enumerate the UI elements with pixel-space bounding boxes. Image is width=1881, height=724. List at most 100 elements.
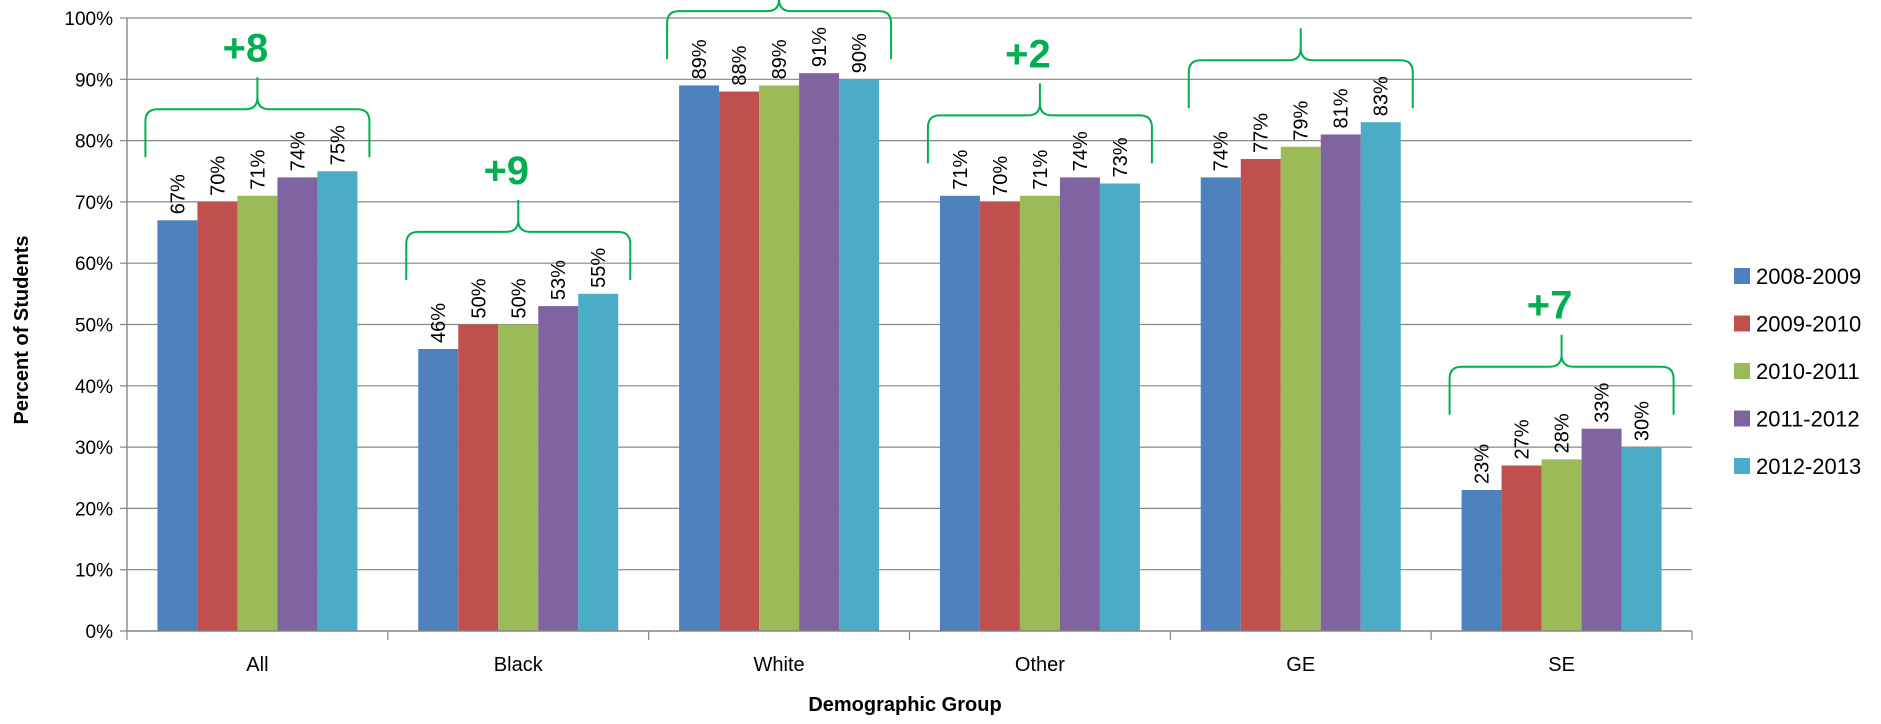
bars: [157, 73, 1662, 632]
data-label: 70%: [207, 156, 229, 196]
legend-label: 2010-2011: [1756, 359, 1860, 384]
legend-swatch: [1734, 268, 1750, 284]
legend-swatch: [1734, 363, 1750, 379]
bar: [317, 171, 358, 631]
bar: [839, 79, 880, 632]
bar: [799, 73, 840, 632]
data-label: 83%: [1371, 76, 1393, 116]
bar: [939, 195, 980, 631]
legend-swatch: [1734, 315, 1750, 332]
data-label: 23%: [1472, 444, 1494, 484]
x-tick-label: GE: [1286, 654, 1315, 676]
x-tick-label: SE: [1548, 654, 1575, 676]
y-tick-label: 100%: [64, 9, 113, 30]
x-tick-label: Black: [494, 654, 544, 676]
y-tick-label: 10%: [75, 561, 113, 582]
data-label: 74%: [1211, 131, 1233, 171]
bar: [1200, 177, 1241, 631]
change-label: +7: [1527, 284, 1573, 328]
data-label: 50%: [468, 278, 490, 318]
data-label: 79%: [1291, 100, 1313, 140]
data-label: 74%: [287, 131, 309, 171]
legend-label: 2009-2010: [1756, 312, 1861, 337]
x-tick-label: All: [246, 654, 268, 676]
bar: [1019, 195, 1060, 631]
data-labels: 67% 70% 71% 74% 75% 46% 50% 50% 53% 55% 89% 88% 89% 9…: [167, 27, 1653, 484]
data-label: 30%: [1632, 401, 1654, 441]
bar: [538, 306, 579, 631]
bar: [237, 195, 278, 631]
bar: [157, 220, 198, 632]
group-brace: [1187, 28, 1414, 109]
bar: [498, 324, 539, 631]
legend-label: 2012-2013: [1756, 454, 1861, 479]
bar: [1320, 134, 1361, 631]
bar: [1240, 158, 1281, 632]
x-tick-label: Other: [1015, 654, 1065, 676]
y-tick-label: 30%: [75, 438, 113, 459]
group-brace: [666, 0, 893, 60]
change-annotations: +8 +9 +2 +7: [144, 0, 1675, 415]
group-brace: [405, 199, 632, 280]
data-label: 90%: [849, 33, 871, 73]
data-label: 27%: [1512, 419, 1534, 459]
group-brace: [144, 77, 371, 158]
change-label: +9: [483, 149, 529, 193]
bar: [1059, 177, 1100, 631]
bar: [719, 91, 760, 631]
legend-swatch: [1734, 458, 1750, 474]
legend: 2008-2009 2009-2010 2010-2011 2011-2012 2012…: [1734, 264, 1861, 479]
x-axis-title: Demographic Group: [808, 694, 1001, 716]
y-tick-label: 70%: [75, 193, 113, 214]
bar: [277, 177, 318, 631]
group-brace: [1448, 334, 1675, 415]
data-label: 89%: [689, 39, 711, 79]
data-label: 28%: [1552, 413, 1574, 453]
legend-label: 2011-2012: [1756, 407, 1860, 432]
bar: [458, 324, 499, 631]
data-label: 67%: [167, 174, 189, 214]
data-label: 91%: [809, 27, 831, 67]
y-tick-label: 20%: [75, 499, 113, 520]
data-label: 81%: [1331, 88, 1353, 128]
bar: [1621, 447, 1662, 631]
y-tick-label: 0%: [86, 622, 114, 643]
data-label: 77%: [1251, 113, 1273, 153]
bar: [759, 85, 800, 632]
data-label: 71%: [1030, 150, 1052, 190]
y-tick-label: 40%: [75, 377, 113, 398]
bar: [1461, 490, 1502, 631]
data-label: 74%: [1070, 131, 1092, 171]
y-tick-label: 80%: [75, 132, 113, 153]
change-label: +8: [223, 26, 269, 70]
bar: [1280, 146, 1321, 632]
y-axis-title: Percent of Students: [11, 236, 33, 425]
bar: [418, 349, 459, 631]
data-label: 70%: [990, 156, 1012, 196]
data-label: 53%: [548, 260, 570, 300]
legend-swatch: [1734, 410, 1750, 427]
y-tick-label: 90%: [75, 70, 113, 91]
axes: 0% 10% 20% 30% 40% 50% 60% 70% 80% 90% 100% All Blac…: [64, 9, 1693, 676]
data-label: 73%: [1110, 137, 1132, 177]
data-label: 46%: [428, 303, 450, 343]
y-tick-label: 50%: [75, 316, 113, 337]
bar: [197, 201, 238, 631]
data-label: 89%: [769, 39, 791, 79]
data-label: 50%: [508, 278, 530, 318]
bar: [1360, 122, 1401, 632]
data-label: 55%: [588, 248, 610, 288]
bar: [1581, 428, 1622, 631]
bar: [679, 85, 720, 632]
legend-label: 2008-2009: [1756, 264, 1861, 289]
x-tick-label: White: [754, 654, 805, 676]
y-tick-label: 60%: [75, 254, 113, 275]
bar: [1099, 183, 1140, 631]
data-label: 71%: [247, 150, 269, 190]
gridlines: [127, 17, 1692, 571]
bar: [1501, 465, 1542, 631]
group-brace: [926, 83, 1153, 164]
data-label: 33%: [1592, 382, 1614, 422]
